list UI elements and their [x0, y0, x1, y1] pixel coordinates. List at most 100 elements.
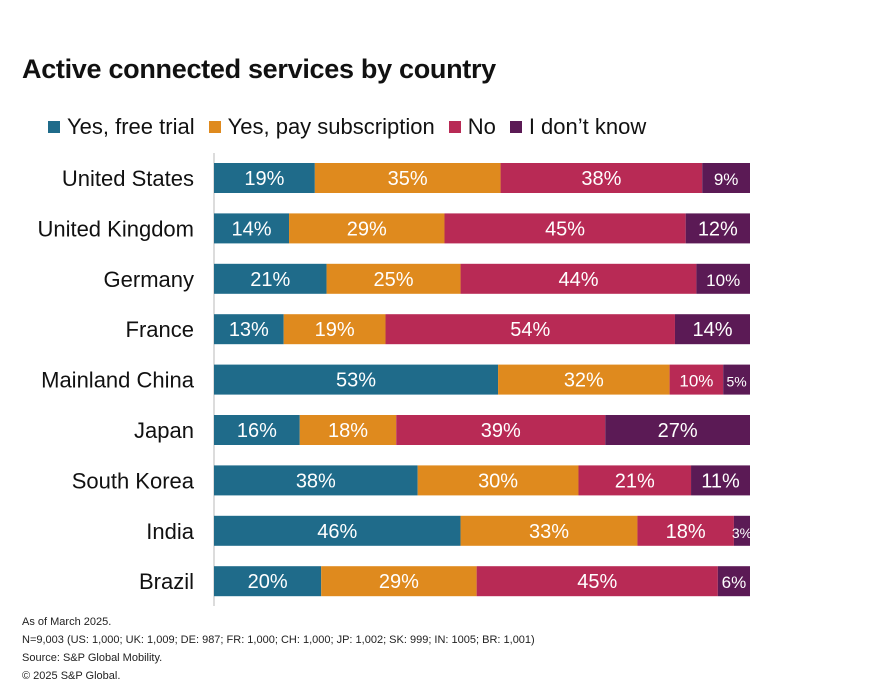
data-label: 27% — [658, 420, 698, 442]
bar-segment — [674, 314, 750, 345]
data-label: 14% — [232, 218, 272, 240]
bar-segment — [214, 263, 327, 294]
data-label: 44% — [558, 269, 598, 291]
legend-swatch-free-trial — [48, 121, 60, 133]
legend-label-no: No — [467, 114, 496, 139]
data-label: 30% — [478, 470, 518, 492]
footnotes: As of March 2025. N=9,003 (US: 1,000; UK… — [22, 613, 535, 685]
data-label: 12% — [698, 218, 738, 240]
data-label: 21% — [615, 470, 655, 492]
data-label: 46% — [317, 521, 357, 543]
data-label: 3% — [732, 525, 752, 541]
bar-segment — [691, 465, 750, 496]
bar-segment — [283, 314, 386, 345]
data-label: 38% — [581, 168, 621, 190]
bar-segment — [685, 213, 750, 244]
footnote-source: Source: S&P Global Mobility. — [22, 652, 163, 664]
category-label: United Kingdom — [37, 216, 194, 241]
category-label: France — [126, 317, 194, 342]
data-label: 53% — [336, 370, 376, 392]
data-label: 14% — [692, 319, 732, 341]
bar-segment — [476, 566, 718, 597]
bar-segment — [289, 213, 445, 244]
legend-item-no: No — [448, 114, 496, 140]
category-label: United States — [62, 166, 194, 191]
data-label: 29% — [347, 218, 387, 240]
data-label: 19% — [244, 168, 284, 190]
bar-segment — [696, 263, 750, 294]
category-label: Japan — [134, 418, 194, 443]
category-label: Germany — [104, 267, 194, 292]
category-label: India — [146, 519, 194, 544]
data-label: 29% — [379, 571, 419, 593]
legend-label-free-trial: Yes, free trial — [67, 114, 195, 139]
bar-segment — [314, 163, 501, 193]
bar-segment — [385, 314, 675, 345]
data-label: 19% — [315, 319, 355, 341]
bar-segment — [460, 515, 638, 546]
legend: Yes, free trial Yes, pay subscription No… — [48, 113, 660, 141]
bar-segment — [214, 314, 284, 345]
bar-segment — [498, 364, 670, 395]
legend-label-dont-know: I don’t know — [528, 114, 647, 139]
bar-segment — [605, 415, 750, 445]
data-label: 18% — [666, 521, 706, 543]
bar-segment — [578, 465, 692, 496]
bar-segment — [500, 163, 703, 193]
data-label: 21% — [250, 269, 290, 291]
bar-segment — [214, 415, 300, 445]
data-label: 45% — [577, 571, 617, 593]
category-label: Brazil — [139, 569, 194, 594]
bar-segment — [214, 566, 322, 597]
data-label: 11% — [701, 470, 740, 492]
data-label: 20% — [248, 571, 288, 593]
bar-segment — [733, 515, 750, 546]
data-label: 54% — [510, 319, 550, 341]
bar-segment — [321, 566, 477, 597]
bar-segment — [214, 515, 461, 546]
bar-segment — [326, 263, 461, 294]
data-label: 18% — [328, 420, 368, 442]
bar-segment — [669, 364, 724, 395]
data-label: 39% — [481, 420, 521, 442]
footnote-date: As of March 2025. — [22, 616, 112, 628]
bar-segment — [214, 213, 290, 244]
bar-segment — [214, 364, 499, 395]
data-label: 38% — [296, 470, 336, 492]
legend-swatch-dont-know — [509, 121, 522, 133]
footnote-copyright: © 2025 S&P Global. — [22, 670, 121, 682]
data-label: 5% — [726, 374, 746, 390]
legend-item-dont-know: I don’t know — [509, 114, 647, 140]
data-label: 32% — [564, 370, 604, 392]
data-label: 10% — [706, 271, 740, 290]
data-label: 35% — [388, 168, 428, 190]
bar-segment — [717, 566, 750, 597]
data-label: 10% — [679, 372, 713, 391]
bar-segment — [637, 515, 734, 546]
bar-segment — [417, 465, 579, 496]
data-label: 13% — [229, 319, 269, 341]
bar-segment — [723, 364, 750, 395]
bar-segment — [444, 213, 686, 244]
data-label: 9% — [714, 170, 739, 189]
data-label: 45% — [545, 218, 585, 240]
bar-segment — [299, 415, 397, 445]
bar-segment — [460, 263, 697, 294]
legend-item-free-trial: Yes, free trial — [48, 114, 195, 140]
category-label: Mainland China — [41, 368, 195, 393]
data-label: 25% — [374, 269, 414, 291]
bar-segment — [214, 163, 315, 193]
data-label: 16% — [237, 420, 277, 442]
legend-swatch-no — [448, 121, 461, 133]
legend-label-pay-subscription: Yes, pay subscription — [227, 114, 435, 139]
bar-segment — [214, 465, 418, 496]
data-label: 33% — [529, 521, 569, 543]
data-label: 6% — [722, 573, 747, 592]
bar-segment — [702, 163, 750, 193]
legend-item-pay-subscription: Yes, pay subscription — [208, 114, 435, 140]
category-label: South Korea — [72, 468, 195, 493]
legend-swatch-pay-subscription — [208, 121, 221, 133]
bar-segment — [396, 415, 606, 445]
chart-title: Active connected services by country — [22, 54, 496, 84]
